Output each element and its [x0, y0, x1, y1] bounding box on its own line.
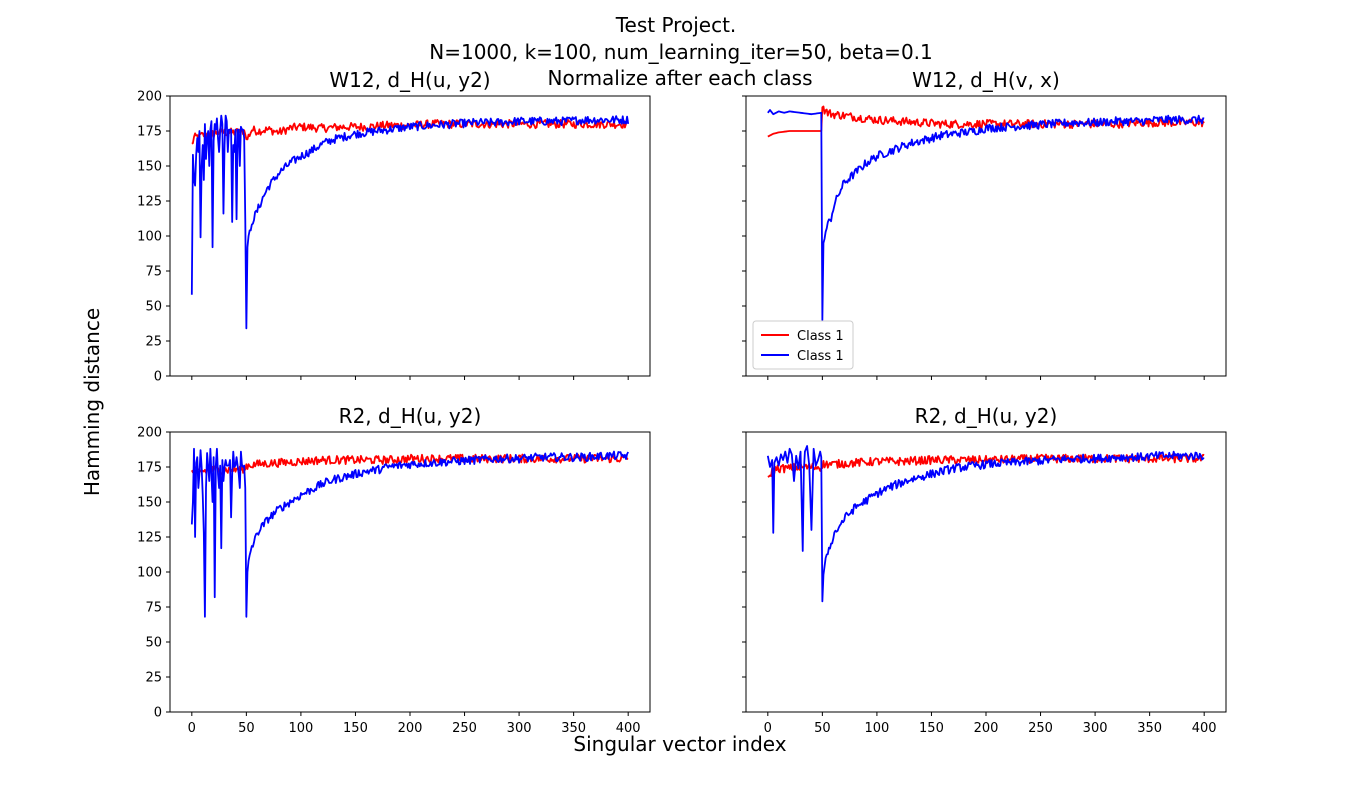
legend-box: [752, 320, 854, 370]
chart-panel-top-left: 0 25 50 75 100 125 150 175 200: [137, 90, 651, 385]
y-tick-label: 25: [145, 335, 162, 350]
axes-frame: [169, 431, 651, 713]
x-tick-label: 150: [343, 721, 368, 736]
x-tick-label: 100: [864, 721, 889, 736]
x-tick-label: 100: [288, 721, 313, 736]
figure-title-line-1: Test Project.: [615, 13, 737, 37]
y-tick-label: 200: [137, 90, 162, 105]
series-line-blue: [190, 114, 630, 330]
x-tick-label: 250: [452, 721, 477, 736]
chart-panel-bottom-left: 0 25 50 75 100 125 150 175 200 0 50 100 150 200 250 300…: [137, 426, 651, 736]
panel-title-top-right: W12, d_H(v, x): [912, 68, 1060, 92]
x-tick-label: 150: [919, 721, 944, 736]
series-line-blue: [767, 109, 1205, 321]
axes-frame: [169, 95, 651, 377]
panel-title-bottom-right: R2, d_H(u, y2): [914, 404, 1058, 428]
figure-subtitle: Normalize after each class: [547, 66, 813, 90]
y-tick-label: 200: [137, 426, 162, 441]
y-tick-label: 100: [137, 566, 162, 581]
axes-frame: [745, 431, 1227, 713]
series-line-blue: [190, 447, 629, 618]
y-tick-label: 0: [154, 370, 162, 385]
y-tick-label: 175: [137, 125, 162, 140]
x-tick-label: 50: [238, 721, 255, 736]
y-tick-label: 150: [137, 160, 162, 175]
y-tick-label: 75: [145, 601, 162, 616]
figure-x-axis-label: Singular vector index: [573, 732, 787, 756]
y-tick-label: 150: [137, 496, 162, 511]
x-tick-label: 350: [1137, 721, 1162, 736]
x-tick-label: 50: [814, 721, 831, 736]
legend: Class 1 Class 1: [752, 320, 854, 370]
x-tick-label: 400: [616, 721, 641, 736]
y-tick-label: 50: [145, 300, 162, 315]
y-tick-label: 125: [137, 531, 162, 546]
series-line-red: [767, 453, 1205, 478]
y-tick-label: 0: [154, 706, 162, 721]
series-line-blue: [766, 445, 1205, 603]
x-tick-label: 0: [188, 721, 196, 736]
chart-panel-bottom-right: 0 50 100 150 200 250 300 350 400: [742, 431, 1227, 736]
legend-label: Class 1: [797, 329, 844, 344]
x-tick-label: 200: [974, 721, 999, 736]
panel-title-bottom-left: R2, d_H(u, y2): [338, 404, 482, 428]
y-tick-label: 125: [137, 195, 162, 210]
x-tick-label: 400: [1192, 721, 1217, 736]
y-tick-label: 25: [145, 671, 162, 686]
x-tick-label: 0: [764, 721, 772, 736]
x-tick-label: 350: [561, 721, 586, 736]
y-tick-label: 75: [145, 265, 162, 280]
legend-label: Class 1: [797, 349, 844, 364]
figure-title-line-2: N=1000, k=100, num_learning_iter=50, bet…: [429, 40, 933, 64]
x-tick-label: 300: [1083, 721, 1108, 736]
x-tick-label: 200: [398, 721, 423, 736]
y-tick-label: 175: [137, 461, 162, 476]
panel-title-top-left: W12, d_H(u, y2): [329, 68, 491, 92]
x-tick-label: 300: [507, 721, 532, 736]
x-tick-label: 250: [1028, 721, 1053, 736]
y-tick-label: 50: [145, 636, 162, 651]
y-tick-label: 100: [137, 230, 162, 245]
chart-panel-top-right: Class 1 Class 1: [742, 95, 1227, 380]
